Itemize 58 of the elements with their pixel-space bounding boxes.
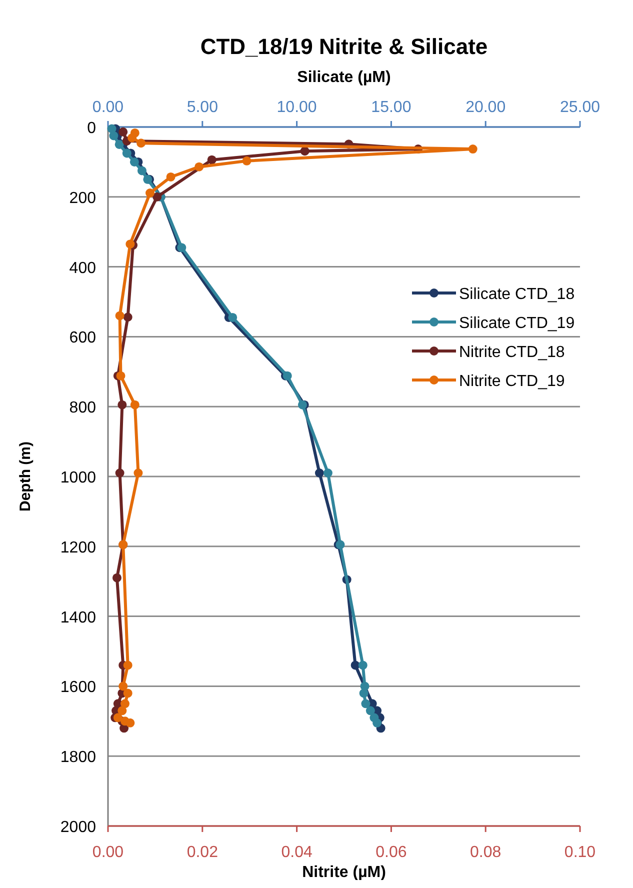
y-tick-label: 1600 <box>60 679 96 696</box>
y-tick-label: 0 <box>87 120 96 137</box>
x2-tick-label: 25.00 <box>560 99 600 116</box>
point <box>123 312 132 322</box>
x2-tick-label: 0.00 <box>92 99 124 116</box>
point <box>118 127 128 136</box>
legend-label: Silicate CTD_18 <box>459 286 575 303</box>
x2-tick-label: 20.00 <box>466 99 506 116</box>
point <box>146 188 155 198</box>
point <box>118 706 127 716</box>
point <box>207 155 216 164</box>
point <box>300 146 310 156</box>
point <box>118 400 127 410</box>
y-axis-title: Depth (m) <box>17 442 34 512</box>
x-tick-label: 0.10 <box>564 844 596 861</box>
y-tick-label: 1800 <box>60 749 96 766</box>
point <box>113 713 122 722</box>
legend-label: Nitrite CTD_18 <box>459 344 565 361</box>
point <box>123 688 132 698</box>
y-tick-label: 1200 <box>60 539 96 556</box>
y-tick-label: 200 <box>69 190 96 207</box>
point <box>115 311 124 320</box>
legend-label: Silicate CTD_19 <box>459 315 575 332</box>
point <box>118 682 128 691</box>
x-tick-label: 0.04 <box>281 844 312 861</box>
point <box>242 156 252 166</box>
x2-tick-label: 15.00 <box>371 99 412 116</box>
y-tick-label: 400 <box>69 260 96 277</box>
point <box>126 718 135 728</box>
point <box>116 371 126 380</box>
point <box>152 192 162 202</box>
point <box>112 573 122 582</box>
legend-label: Nitrite CTD_19 <box>459 373 565 390</box>
x-tick-label: 0.02 <box>186 844 218 861</box>
y-tick-label: 600 <box>69 330 96 347</box>
x2-axis-title: Silicate (µM) <box>297 69 391 86</box>
point <box>130 400 140 410</box>
point <box>468 144 478 154</box>
point <box>128 133 137 142</box>
point <box>136 138 146 148</box>
x2-tick-label: 5.00 <box>186 99 218 116</box>
y-tick-label: 800 <box>69 400 96 417</box>
point <box>134 468 143 478</box>
point <box>115 468 124 478</box>
chart-title: CTD_18/19 Nitrite & Silicate <box>200 34 488 59</box>
point <box>126 240 135 249</box>
x2-tick-label: 10.00 <box>276 99 317 116</box>
point <box>194 162 204 172</box>
x-tick-label: 0.00 <box>92 844 124 861</box>
point <box>120 699 130 708</box>
x-tick-label: 0.06 <box>376 844 407 861</box>
y-tick-label: 1400 <box>60 609 96 626</box>
x-axis-title: Nitrite (µM) <box>302 864 386 881</box>
y-tick-label: 1000 <box>60 470 96 486</box>
point <box>166 172 176 182</box>
point <box>123 660 132 670</box>
x-tick-label: 0.08 <box>470 844 502 861</box>
y-tick-label: 2000 <box>60 819 96 836</box>
